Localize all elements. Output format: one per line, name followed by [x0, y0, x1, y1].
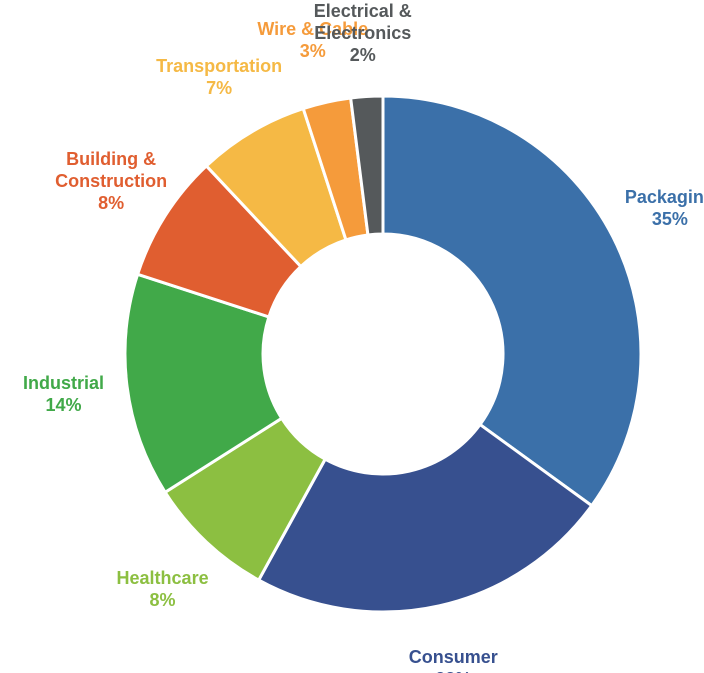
slice-label: Consumer23%: [409, 646, 498, 673]
value-label: 14%: [45, 395, 82, 416]
category-label: Wire & Cable: [257, 18, 369, 39]
slice: [123, 272, 284, 495]
value-label: 8%: [98, 193, 125, 214]
slice-label: Healthcare 8%: [117, 567, 209, 611]
slice: [256, 422, 594, 614]
category-label: Packaging: [624, 186, 704, 207]
category-label: Transportation: [156, 55, 283, 76]
value-label: 7%: [206, 77, 233, 98]
slice: [348, 94, 385, 237]
value-label: 3%: [299, 40, 326, 61]
value-label: 35%: [651, 208, 688, 229]
category-label: Electrical & Electronics: [313, 0, 412, 43]
category-label: Building & Construction: [55, 149, 168, 192]
slice-label: Building & Construction 8%: [55, 148, 167, 214]
slice-label: Electrical & Electronics 2%: [314, 0, 412, 66]
category-label: Healthcare: [116, 567, 209, 588]
slice-label: Wire & Cable 3%: [257, 18, 368, 62]
value-label: 23%: [409, 668, 498, 673]
category-label: Consumer: [408, 647, 498, 668]
slice: [381, 94, 643, 508]
slice-label: Transportation 7%: [156, 55, 282, 99]
slice-label: Packaging35%: [625, 186, 704, 230]
category-label: Industrial: [23, 373, 105, 394]
value-label: 8%: [149, 589, 176, 610]
value-label: 2%: [349, 44, 376, 65]
slice-label: Industrial 14%: [23, 372, 104, 416]
